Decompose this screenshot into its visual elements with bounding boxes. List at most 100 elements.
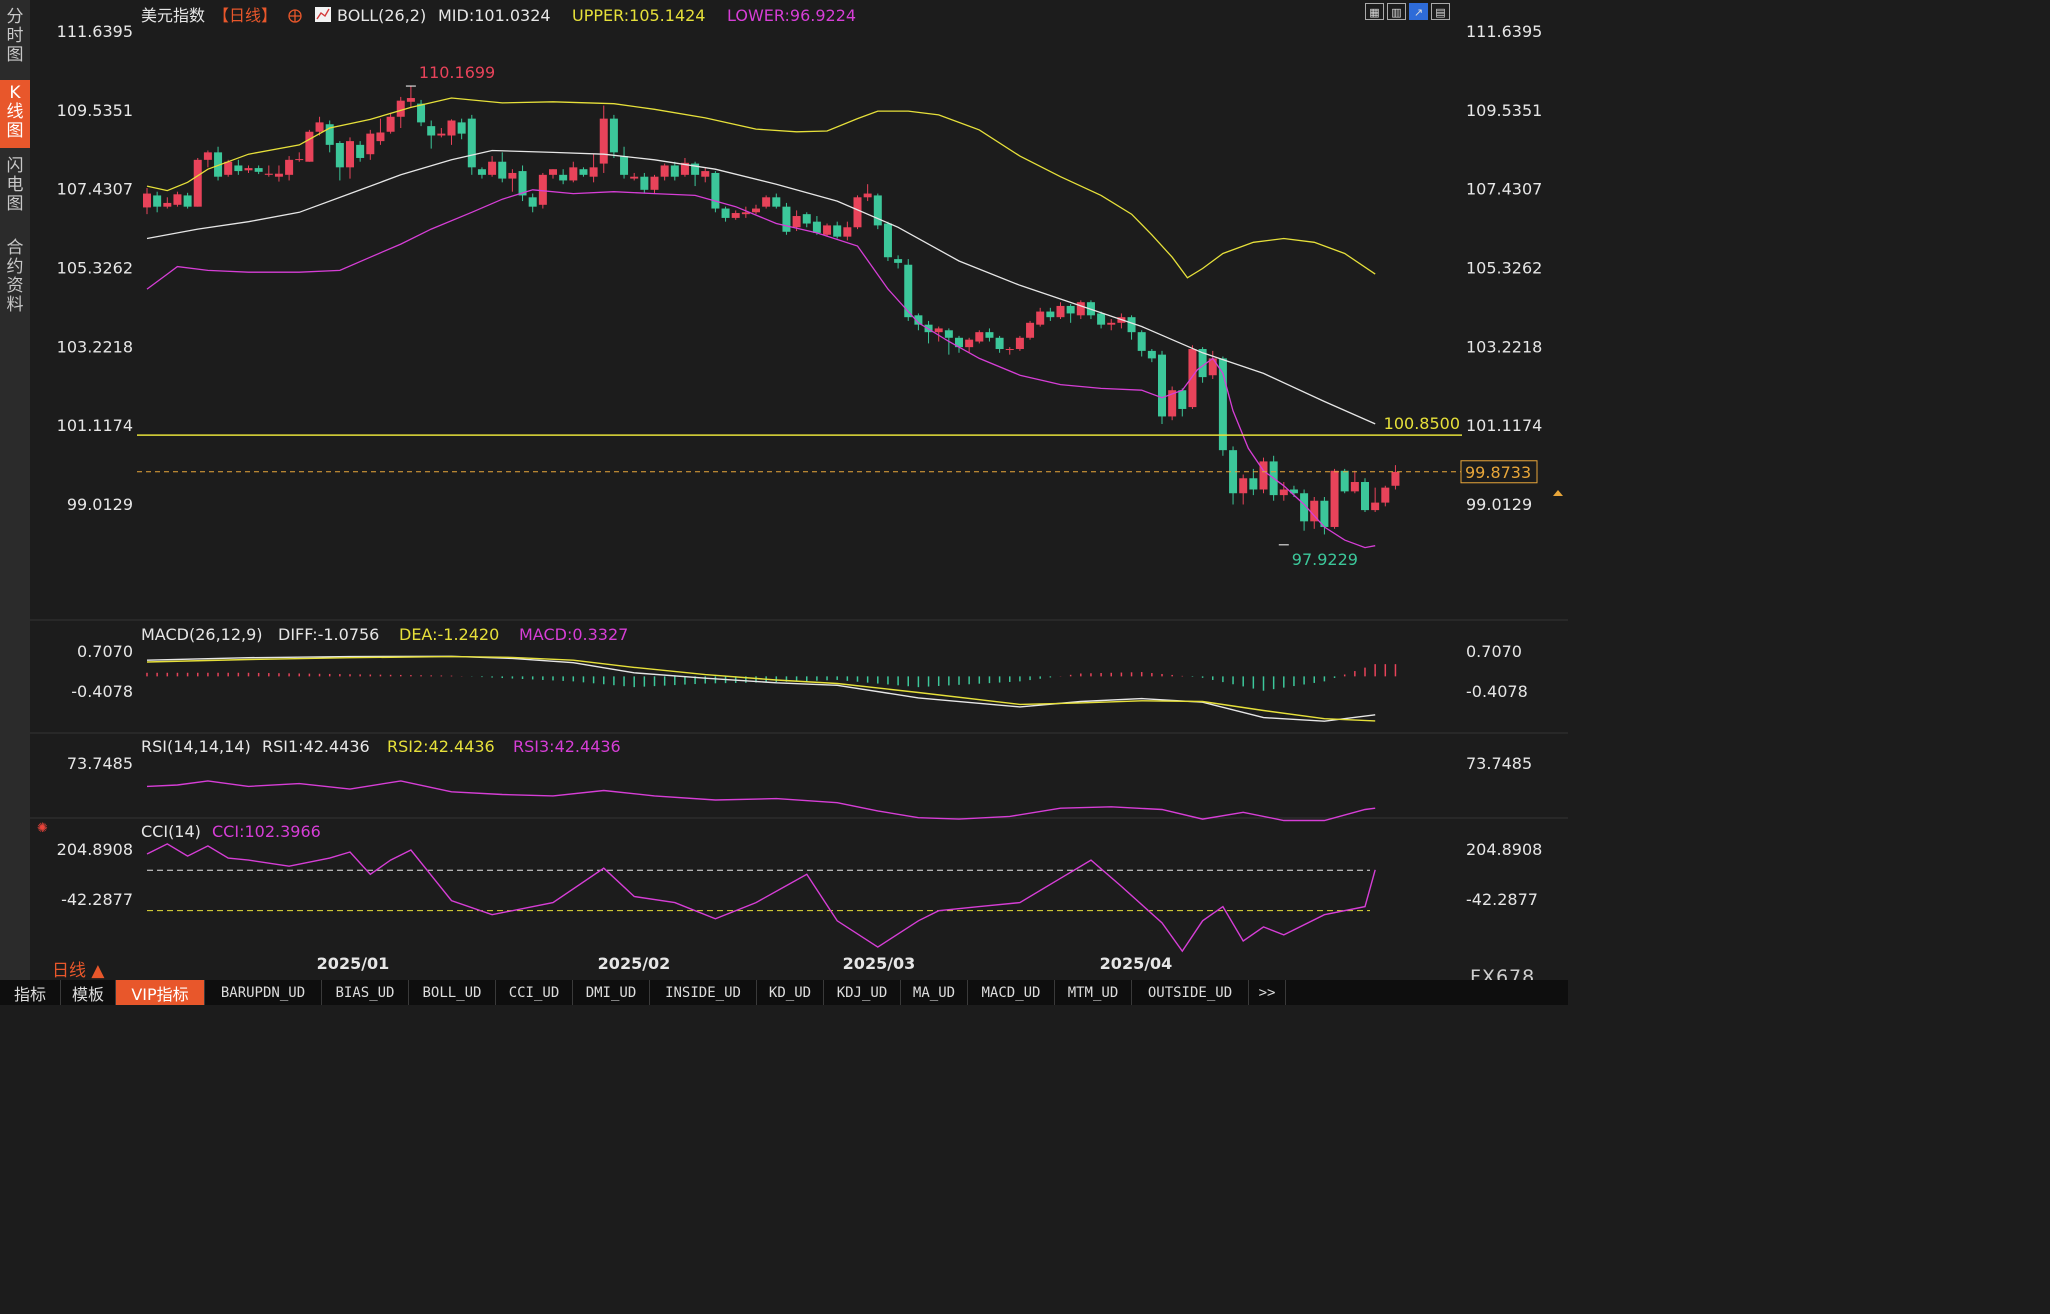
candles bbox=[143, 86, 1400, 535]
candle-body bbox=[823, 225, 832, 235]
price-tick-left: 101.1174 bbox=[57, 416, 133, 435]
candle-chart-icon[interactable]: ▤ bbox=[1431, 3, 1450, 20]
grid-layout-icon[interactable]: ▦ bbox=[1365, 3, 1384, 20]
candle-body bbox=[274, 173, 283, 177]
candle-body bbox=[741, 212, 750, 215]
candle-body bbox=[264, 173, 273, 175]
candle-body bbox=[447, 120, 456, 136]
tab-barupdn-ud[interactable]: BARUPDN_UD bbox=[205, 980, 322, 1005]
tab-indicators[interactable]: 指标 bbox=[0, 980, 61, 1005]
tab-ma-ud[interactable]: MA_UD bbox=[901, 980, 968, 1005]
chart-toolbar: ▦ ▥ ↗ ▤ bbox=[1365, 3, 1450, 20]
tab-bias-ud[interactable]: BIAS_UD bbox=[322, 980, 409, 1005]
macd-diff-value: DIFF:-1.0756 bbox=[278, 625, 379, 644]
candle-body bbox=[670, 165, 679, 177]
price-tick-left: 99.0129 bbox=[67, 495, 133, 514]
cci-tick-right: -42.2877 bbox=[1466, 890, 1538, 909]
sidebar-item-contract-info[interactable]: 合约资料 bbox=[6, 238, 24, 315]
candle-body bbox=[437, 133, 446, 136]
boll-lower-value: LOWER:96.9224 bbox=[727, 6, 856, 25]
tab-outside-ud[interactable]: OUTSIDE_UD bbox=[1132, 980, 1249, 1005]
candle-body bbox=[1076, 302, 1085, 316]
candle-body bbox=[955, 337, 963, 348]
candle-body bbox=[549, 169, 557, 175]
tab-vip-indicators[interactable]: VIP指标 bbox=[116, 980, 205, 1005]
candle-body bbox=[396, 100, 405, 117]
candle-body bbox=[802, 214, 811, 224]
last-price-marker bbox=[1553, 490, 1563, 496]
candle-body bbox=[985, 332, 994, 338]
tab-templates[interactable]: 模板 bbox=[61, 980, 116, 1005]
candle-body bbox=[325, 124, 334, 145]
macd-tick-left: -0.4078 bbox=[71, 682, 133, 701]
candle-body bbox=[975, 332, 984, 342]
candle-body bbox=[183, 195, 192, 207]
candle-body bbox=[853, 197, 862, 228]
candle-body bbox=[508, 172, 517, 179]
candle-body bbox=[1381, 487, 1390, 503]
cci-value: CCI:102.3966 bbox=[212, 822, 321, 841]
tab-kd-ud[interactable]: KD_UD bbox=[757, 980, 824, 1005]
axis-labels: 111.6395 111.6395 109.5351 109.5351 107.4307… bbox=[57, 22, 1543, 973]
candle-body bbox=[863, 193, 872, 198]
macd-tick-right: -0.4078 bbox=[1466, 682, 1528, 701]
candle-body bbox=[579, 169, 588, 175]
boll-upper-value: UPPER:105.1424 bbox=[572, 6, 705, 25]
period-badge: 【日线】 bbox=[213, 6, 277, 25]
tab-mtm-ud[interactable]: MTM_UD bbox=[1055, 980, 1132, 1005]
line-chart-icon[interactable]: ↗ bbox=[1409, 3, 1428, 20]
candle-body bbox=[366, 133, 375, 155]
candle-body bbox=[163, 202, 172, 207]
candle-body bbox=[214, 152, 223, 177]
candle-body bbox=[356, 144, 365, 158]
candle-body bbox=[254, 168, 263, 172]
sidebar-item-timeshare[interactable]: 分时图 bbox=[6, 7, 24, 65]
tab-more[interactable]: >> bbox=[1249, 980, 1286, 1005]
candle-body bbox=[305, 131, 314, 162]
candle-body bbox=[1066, 305, 1075, 314]
candle-body bbox=[843, 227, 852, 237]
settings-sun-icon[interactable]: ✺ bbox=[37, 821, 48, 836]
cci-label: CCI(14) bbox=[141, 822, 201, 841]
candle-body bbox=[711, 172, 720, 209]
tab-boll-ud[interactable]: BOLL_UD bbox=[409, 980, 496, 1005]
bar-chart-icon[interactable]: ▥ bbox=[1387, 3, 1406, 20]
candle-body bbox=[792, 216, 801, 228]
price-tick-left: 111.6395 bbox=[57, 22, 133, 41]
price-tick-left: 105.3262 bbox=[57, 259, 133, 278]
price-tick-left: 107.4307 bbox=[57, 180, 133, 199]
candle-body bbox=[559, 174, 568, 181]
candle-body bbox=[1147, 350, 1156, 359]
candle-body bbox=[1046, 311, 1055, 318]
tab-kdj-ud[interactable]: KDJ_UD bbox=[824, 980, 901, 1005]
x-axis-date-label: 2025/01 bbox=[317, 954, 390, 973]
candle-body bbox=[1026, 322, 1035, 338]
tab-macd-ud[interactable]: MACD_UD bbox=[968, 980, 1055, 1005]
candle-body bbox=[1005, 349, 1014, 351]
candle-body bbox=[1340, 470, 1349, 492]
chart-icon[interactable] bbox=[315, 7, 331, 22]
crosshair-plus-icon[interactable] bbox=[288, 9, 302, 23]
tab-inside-ud[interactable]: INSIDE_UD bbox=[650, 980, 757, 1005]
macd-tick-left: 0.7070 bbox=[77, 642, 133, 661]
candle-body bbox=[1158, 354, 1166, 417]
candle-body bbox=[406, 98, 415, 102]
candle-body bbox=[295, 159, 304, 161]
tab-cci-ud[interactable]: CCI_UD bbox=[496, 980, 573, 1005]
candle-body bbox=[609, 118, 618, 153]
candle-body bbox=[650, 176, 659, 190]
candle-body bbox=[904, 264, 913, 318]
period-selector[interactable]: 日线 ▲ bbox=[52, 961, 105, 981]
candle-body bbox=[691, 163, 700, 175]
instrument-title: 美元指数 bbox=[141, 6, 205, 25]
tab-dmi-ud[interactable]: DMI_UD bbox=[573, 980, 650, 1005]
price-tick-right: 103.2218 bbox=[1466, 337, 1542, 356]
candle-body bbox=[701, 171, 710, 177]
candle-body bbox=[1198, 349, 1207, 378]
sidebar-item-flash[interactable]: 闪电图 bbox=[6, 156, 24, 214]
candle-body bbox=[660, 165, 669, 177]
candle-body bbox=[1229, 450, 1238, 494]
candle-body bbox=[1300, 493, 1309, 522]
